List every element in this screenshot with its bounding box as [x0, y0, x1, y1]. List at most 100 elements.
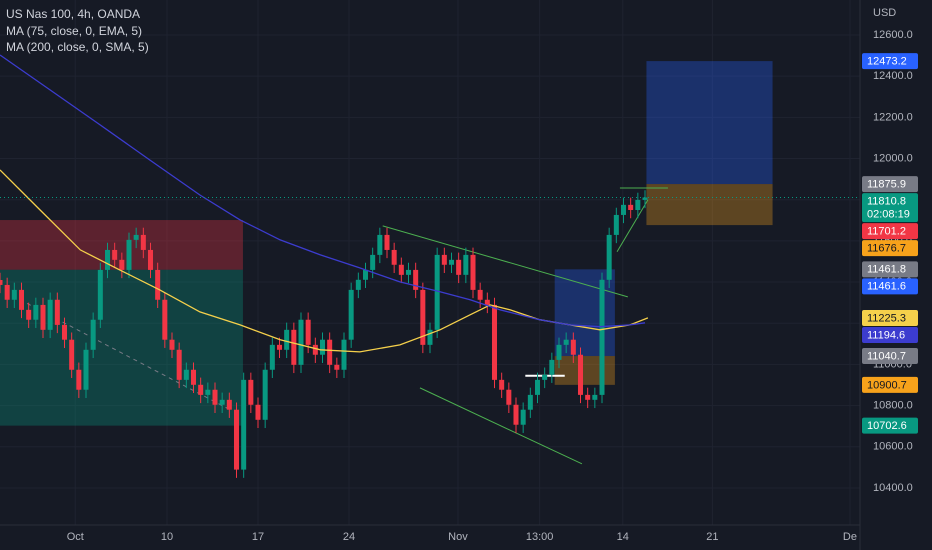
candle-body: [463, 254, 469, 275]
candle-body: [570, 339, 576, 355]
candle-body: [255, 404, 261, 420]
candle-body: [398, 264, 404, 275]
candle-body: [219, 399, 225, 405]
x-tick-label: De: [843, 531, 857, 543]
candle-body: [269, 344, 275, 370]
candle-body: [248, 379, 254, 405]
candle-body: [484, 299, 490, 305]
candle-body: [18, 289, 25, 310]
candle-body: [0, 280, 3, 285]
position-loss: [646, 184, 773, 226]
price-label-box: [862, 417, 918, 434]
price-label: 11701.2: [867, 225, 906, 237]
candle-body: [4, 284, 10, 300]
candle-body: [355, 279, 361, 290]
candle-body: [312, 344, 318, 355]
candle-body: [420, 289, 426, 345]
y-tick-label: 10800.0: [873, 399, 913, 411]
price-label: 11194.6: [867, 329, 905, 341]
candle-body: [61, 324, 68, 340]
candle-body: [577, 354, 584, 395]
candle-body: [520, 409, 526, 425]
candle-body: [112, 249, 118, 260]
price-label-box: [862, 176, 918, 193]
trend-line: [382, 225, 628, 298]
candle-body: [635, 199, 641, 210]
price-label-box: [862, 327, 918, 344]
candle-body: [405, 269, 412, 275]
price-label: 10702.6: [867, 420, 907, 432]
candle-body: [233, 409, 240, 470]
candle-body: [377, 234, 383, 255]
candle-body: [513, 404, 519, 425]
candle-body: [162, 299, 168, 340]
x-tick-label: 13:00: [526, 531, 554, 543]
position-profit: [646, 61, 773, 185]
price-label: 11875.9: [867, 178, 906, 190]
price-label: 11461.8: [867, 264, 906, 276]
candle-body: [434, 254, 440, 330]
y-tick-label: 12200.0: [873, 111, 913, 123]
candle-body: [477, 289, 483, 300]
candle-body: [176, 349, 182, 380]
candle-body: [384, 234, 390, 250]
x-tick-label: 17: [252, 531, 264, 543]
candle-body: [391, 249, 397, 265]
candle-body: [470, 254, 476, 290]
x-tick-label: 21: [706, 531, 718, 543]
candle-body: [241, 379, 247, 470]
candle-body: [298, 319, 304, 365]
candle-body: [362, 269, 369, 280]
candle-body: [319, 339, 326, 355]
candle-body: [226, 399, 232, 410]
candle-body: [499, 379, 505, 390]
candle-body: [448, 259, 455, 265]
price-label: 11676.7: [867, 242, 906, 254]
legend-entry: MA (200, close, 0, SMA, 5): [6, 40, 149, 54]
price-label-box: [862, 261, 918, 278]
overlay: [0, 54, 860, 353]
price-label-box: [862, 240, 918, 257]
candle-body: [119, 259, 125, 270]
candle-body: [506, 389, 512, 405]
price-label-box: [862, 53, 918, 70]
candle-body: [140, 234, 146, 250]
price-label: 12473.2: [867, 56, 907, 68]
candle-body: [599, 279, 605, 395]
candle-body: [542, 374, 548, 380]
trend-line: [419, 387, 583, 465]
candle-body: [169, 339, 175, 350]
candle-body: [563, 339, 569, 345]
price-label: 11461.6: [867, 281, 906, 293]
price-label-box: [862, 223, 918, 240]
candle-body: [305, 319, 311, 345]
candle-body: [413, 269, 419, 290]
legend-entry: MA (75, close, 0, EMA, 5): [6, 24, 142, 38]
position-loss: [554, 356, 615, 385]
candle-body: [334, 364, 340, 370]
candle-body: [97, 269, 103, 320]
candle-body: [183, 369, 189, 380]
candle-body: [133, 234, 139, 240]
candle-body: [40, 304, 46, 330]
candle-body: [90, 319, 96, 350]
candle-body: [155, 269, 161, 300]
x-tick-label: 14: [617, 531, 629, 543]
candle-body: [327, 339, 333, 365]
candle-body: [620, 204, 627, 215]
candle-body: [147, 249, 154, 270]
candle-body: [427, 329, 433, 345]
candle-body: [549, 359, 555, 375]
axes: 12600.012400.012200.012000.011800.011600…: [67, 29, 918, 543]
candle-body: [491, 304, 498, 380]
candle-body: [205, 389, 211, 395]
candle-body: [291, 329, 297, 365]
candle-body: [26, 309, 32, 320]
candle-body: [11, 289, 17, 300]
candle-body: [613, 214, 619, 235]
y-tick-label: 12400.0: [873, 70, 913, 82]
candle-body: [642, 197, 648, 200]
candle-body: [456, 259, 462, 275]
price-label: 11040.7: [867, 350, 906, 362]
x-tick-label: 10: [161, 531, 173, 543]
